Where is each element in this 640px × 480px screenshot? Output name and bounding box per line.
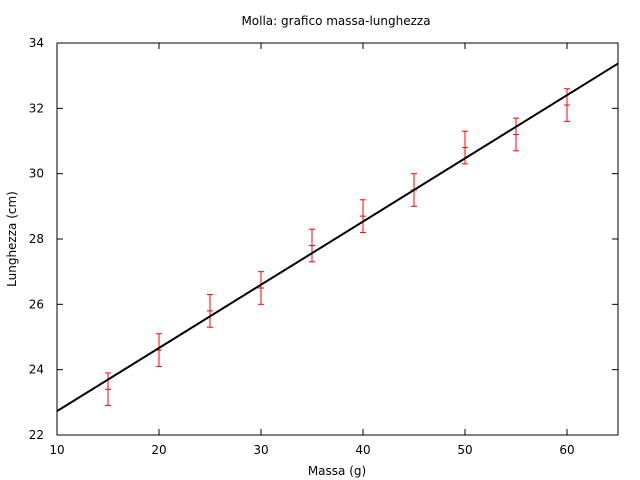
plot-frame: [56, 42, 619, 436]
x-tick-label: 20: [151, 443, 166, 457]
x-axis-label: Massa (g): [308, 464, 366, 478]
x-tick-label: 60: [559, 443, 574, 457]
y-axis-label: Lunghezza (cm): [5, 191, 19, 287]
fit-line: [56, 62, 619, 413]
y-tick-label: 26: [29, 297, 44, 311]
plot-area: [56, 62, 619, 413]
y-tick-label: 34: [29, 36, 44, 50]
y-tick-label: 30: [29, 167, 44, 181]
x-tick-label: 30: [253, 443, 268, 457]
axis-ticks: 10 20 30 40 50 60 22 24 26 28 30 32 34: [29, 36, 618, 457]
y-tick-label: 22: [29, 428, 44, 442]
x-tick-label: 50: [457, 443, 472, 457]
chart-title: Molla: grafico massa-lunghezza: [241, 14, 430, 28]
x-tick-label: 40: [355, 443, 370, 457]
y-tick-label: 32: [29, 101, 44, 115]
y-tick-label: 28: [29, 232, 44, 246]
x-tick-label: 10: [49, 443, 64, 457]
y-tick-label: 24: [29, 363, 44, 377]
